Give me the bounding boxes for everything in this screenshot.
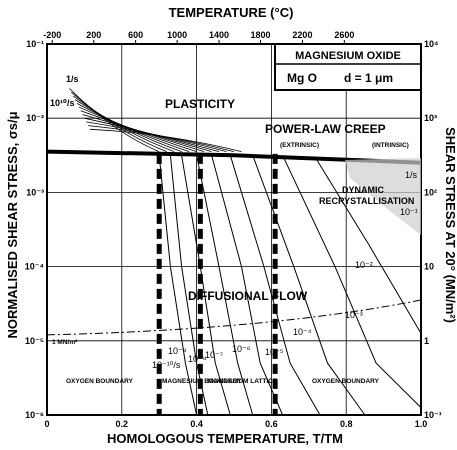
- x-tick-label: 0.2: [116, 419, 129, 429]
- strain-rate-label: 10⁻⁶: [232, 344, 251, 354]
- y-tick-label-right: 10²: [424, 187, 437, 197]
- y-tick-label-left: 10⁻²: [26, 113, 44, 123]
- top-tick-label: -200: [43, 30, 61, 40]
- y-tick-label-left: 10⁻¹: [26, 39, 44, 49]
- strain-rate-label: 10⁻³: [345, 310, 363, 320]
- legend-grain-size: d = 1 μm: [344, 71, 393, 85]
- x-tick-label: 0: [44, 419, 49, 429]
- contour-10⁻⁴: [252, 155, 366, 416]
- contour-10⁻⁵: [229, 155, 321, 416]
- x-axis-title: HOMOLOGOUS TEMPERATURE, T/TM: [107, 431, 343, 446]
- legend-box: MAGNESIUM OXIDE Mg O d = 1 μm: [274, 43, 422, 91]
- strain-rate-top-label: 1/s: [66, 74, 79, 84]
- y-axis-right-title: SHEAR STRESS AT 20° (MN/m²): [443, 127, 457, 323]
- svg-text:OXYGEN BOUNDARY: OXYGEN BOUNDARY: [66, 378, 134, 385]
- strain-rate-label: 10⁻⁷: [205, 350, 223, 360]
- y-tick-label-right: 10: [424, 262, 434, 272]
- contour-10⁻⁷: [196, 155, 254, 416]
- recrystallisation-shading: [345, 158, 421, 235]
- svg-text:MAGNESIUM LATTICE: MAGNESIUM LATTICE: [208, 378, 278, 385]
- contour-10⁻¹⁰: [158, 155, 198, 416]
- top-tick-label: 1000: [167, 30, 187, 40]
- region-plasticity: PLASTICITY: [165, 97, 235, 111]
- strain-rate-label: 10⁻⁵: [265, 347, 284, 357]
- legend-material: Mg O: [287, 71, 317, 85]
- strain-rate-label: 10⁻⁸: [188, 354, 207, 364]
- contour-10⁻⁸: [181, 155, 231, 416]
- x-tick-label: 0.4: [190, 419, 203, 429]
- top-tick-label: 1400: [209, 30, 229, 40]
- strain-rate-top-label: 10¹⁰/s: [50, 98, 74, 108]
- top-tick-label: 600: [128, 30, 143, 40]
- y-tick-label-left: 10⁻⁵: [25, 336, 44, 346]
- strain-rate-labels: 10⁻¹ 10⁻² 10⁻³ 10⁻⁴ 10⁻⁵ 10⁻⁶ 10⁻⁷10⁻⁸10⁻⁹ 10⁻¹…: [50, 74, 418, 370]
- region-dynamic: DYNAMIC: [342, 185, 384, 195]
- region-extrinsic: (EXTRINSIC): [280, 142, 319, 149]
- x-tick-label: 0.8: [340, 419, 353, 429]
- svg-text:MAGNESIUM BOUNDARY: MAGNESIUM BOUNDARY: [162, 378, 242, 385]
- strain-rate-label: 10⁻¹: [400, 207, 418, 217]
- plastic-rate-line: [80, 110, 205, 152]
- legend-title: MAGNESIUM OXIDE: [295, 50, 401, 62]
- x-tick-label: 1.0: [415, 419, 428, 429]
- svg-text:OXYGEN BOUNDARY: OXYGEN BOUNDARY: [312, 378, 380, 385]
- y-tick-label-left: 10⁻³: [26, 187, 44, 197]
- y-tick-label-right: 10⁻¹: [424, 410, 442, 420]
- top-tick-label: 2200: [292, 30, 312, 40]
- top-axis-title: TEMPERATURE (°C): [169, 5, 294, 20]
- y-tick-label-right: 10³: [424, 113, 437, 123]
- y-tick-label-left: 10⁻⁶: [25, 410, 44, 420]
- y-tick-label-right: 1: [424, 336, 429, 346]
- region-power-law-creep: POWER-LAW CREEP: [265, 122, 386, 136]
- region-diffusional-flow: DIFFUSIONAL FLOW: [188, 289, 308, 303]
- y-axis-left-title: NORMALISED SHEAR STRESS, σs/μ: [5, 111, 20, 338]
- reference-line-1MN: [46, 299, 422, 336]
- strain-rate-label: 10⁻⁹: [168, 346, 187, 356]
- region-intrinsic: (INTRINSIC): [372, 142, 409, 149]
- strain-rate-label: 10⁻²: [355, 260, 373, 270]
- top-tick-label: 1800: [251, 30, 271, 40]
- top-tick-label: 200: [86, 30, 101, 40]
- y-tick-label-right: 10⁴: [424, 39, 438, 49]
- strain-rate-label: 10⁻⁴: [293, 327, 312, 337]
- region-recrystallisation: RECRYSTALLISATION: [319, 196, 414, 206]
- contour-10⁻³: [282, 155, 422, 408]
- strain-rate-contours: [46, 88, 422, 416]
- contour-10⁻⁶: [211, 155, 284, 416]
- plastic-rate-line: [89, 128, 242, 152]
- y-tick-label-left: 10⁻⁴: [25, 262, 44, 272]
- mechanism-labels: OXYGEN BOUNDARY MAGNESIUM BOUNDARY MAGNE…: [66, 378, 380, 385]
- x-tick-label: 0.6: [265, 419, 278, 429]
- top-tick-label: 2600: [334, 30, 354, 40]
- grid: [47, 44, 421, 415]
- reference-line-label: 1 MN/m²: [52, 339, 78, 346]
- strain-rate-label: 1/s: [405, 170, 418, 180]
- strain-rate-label: 10⁻¹⁰/s: [152, 360, 181, 370]
- contour-10⁻⁹: [169, 155, 209, 416]
